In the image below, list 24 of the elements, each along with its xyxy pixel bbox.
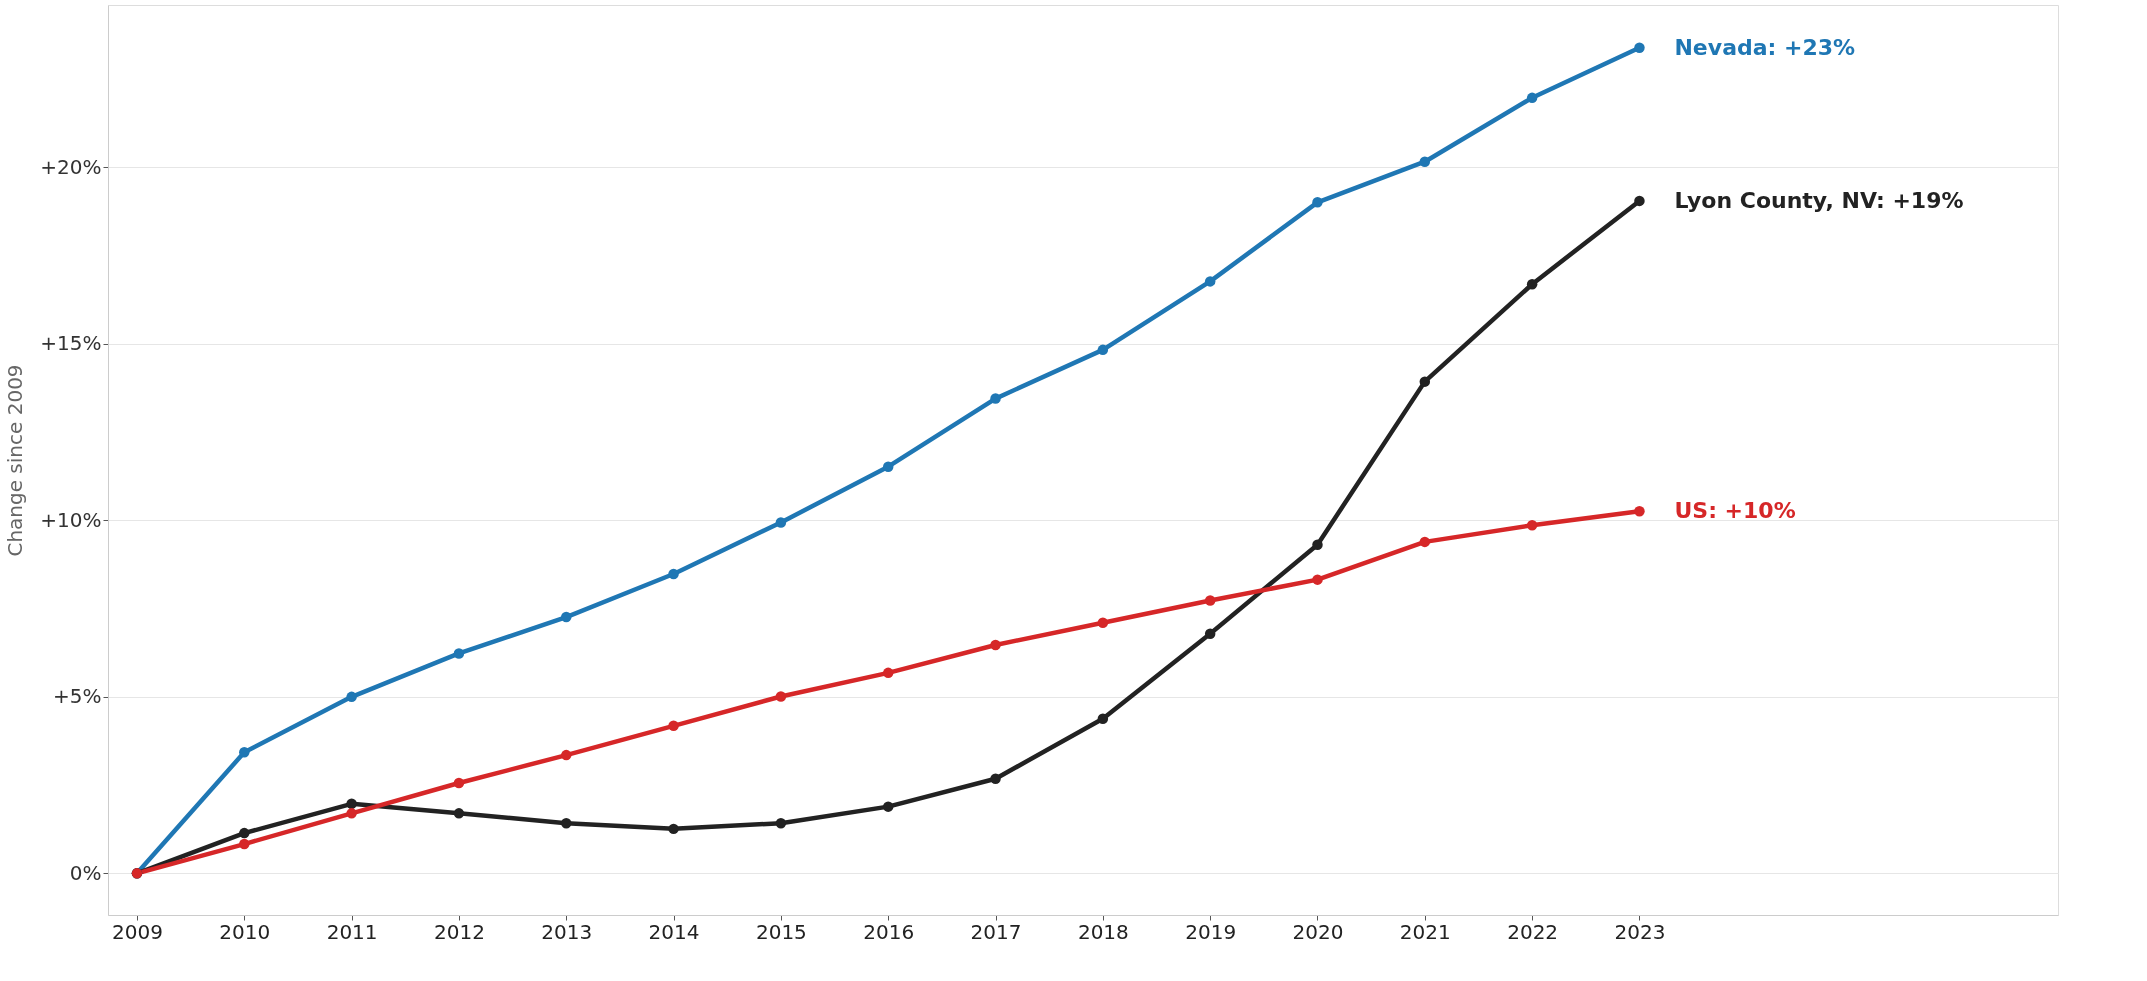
- x-tick-label: 2023: [1614, 919, 1666, 944]
- y-tick-label: +15%: [40, 331, 102, 356]
- y-tick-label: +5%: [53, 684, 102, 709]
- y-tick-label: +10%: [40, 507, 102, 532]
- x-tick-label: 2022: [1507, 919, 1559, 944]
- series-label: US: +10%: [1674, 498, 1796, 524]
- x-tick-label: 2018: [1077, 919, 1129, 944]
- y-tick-label: 0%: [69, 860, 102, 885]
- x-tick-label: 2013: [541, 919, 593, 944]
- x-tick-label: 2011: [326, 919, 378, 944]
- x-tick-label: 2020: [1292, 919, 1344, 944]
- x-tick-label: 2019: [1185, 919, 1237, 944]
- series-label: Nevada: +23%: [1674, 34, 1856, 60]
- x-tick-label: 2012: [433, 919, 485, 944]
- x-tick-label: 2009: [112, 919, 163, 944]
- x-tick-label: 2016: [863, 919, 915, 944]
- x-tick-label: 2014: [648, 919, 700, 944]
- x-tick-label: 2010: [219, 919, 271, 944]
- x-tick-label: 2017: [970, 919, 1022, 944]
- y-axis-title: Change since 2009: [3, 364, 28, 557]
- y-tick-label: +20%: [40, 154, 102, 179]
- series-label: Lyon County, NV: +19%: [1674, 187, 1964, 213]
- x-tick-label: 2021: [1399, 919, 1451, 944]
- x-tick-label: 2015: [755, 919, 807, 944]
